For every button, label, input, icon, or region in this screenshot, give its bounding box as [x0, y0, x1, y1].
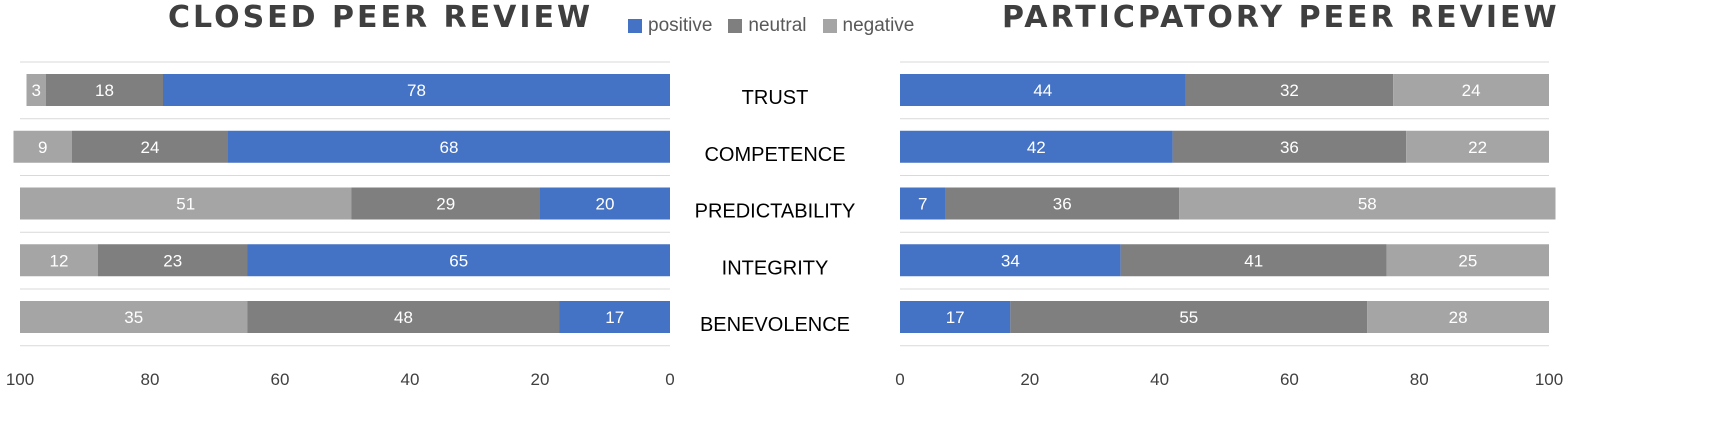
participatory-peer-review-title: PARTICPATORY PEER REVIEW: [1002, 0, 1560, 35]
bar-positive-trust: [900, 74, 1186, 106]
bar-label-negative-trust: 3: [32, 81, 41, 100]
bar-positive-predictability: [900, 187, 946, 220]
bar-negative-competence: [1406, 130, 1549, 163]
bar-neutral-benevolence: [247, 301, 560, 333]
bar-neutral-integrity: [1120, 244, 1387, 277]
legend-label-neutral: neutral: [748, 15, 807, 36]
x-tick-label: 0: [895, 370, 904, 389]
bar-label-neutral-trust: 32: [1280, 81, 1299, 100]
bar-label-positive-trust: 78: [407, 81, 426, 100]
bar-label-positive-competence: 68: [440, 138, 459, 157]
bar-label-positive-benevolence: 17: [946, 308, 965, 327]
bar-positive-integrity: [900, 244, 1121, 277]
x-tick-label: 80: [1410, 370, 1429, 389]
bar-neutral-trust: [1185, 74, 1394, 106]
category-label-benevolence: BENEVOLENCE: [700, 314, 850, 336]
bar-label-neutral-benevolence: 55: [1179, 308, 1198, 327]
bar-label-negative-competence: 22: [1468, 138, 1487, 157]
bar-neutral-predictability: [351, 187, 540, 220]
bar-label-neutral-competence: 36: [1280, 138, 1299, 157]
x-tick-label: 40: [401, 370, 420, 389]
bar-label-positive-competence: 42: [1027, 138, 1046, 157]
legend-item-positive: positive: [628, 15, 712, 37]
bar-label-neutral-competence: 24: [141, 138, 160, 157]
bar-negative-integrity: [20, 244, 98, 277]
bar-neutral-competence: [72, 130, 228, 163]
bar-negative-benevolence: [1367, 301, 1549, 333]
bar-negative-predictability: [20, 187, 352, 220]
bar-positive-benevolence: [559, 301, 670, 333]
bar-label-positive-predictability: 20: [596, 195, 615, 214]
x-tick-label: 60: [1280, 370, 1299, 389]
bar-neutral-integrity: [98, 244, 248, 277]
x-tick-label: 40: [1150, 370, 1169, 389]
legend-label-positive: positive: [648, 15, 713, 36]
bar-label-positive-integrity: 65: [449, 251, 468, 270]
bar-positive-trust: [163, 74, 670, 106]
bar-positive-predictability: [540, 187, 670, 220]
x-tick-label: 20: [1020, 370, 1039, 389]
x-tick-label: 20: [531, 370, 550, 389]
bar-label-neutral-predictability: 36: [1053, 195, 1072, 214]
x-tick-label: 100: [1535, 370, 1563, 389]
legend-label-negative: negative: [842, 15, 915, 36]
bar-label-positive-benevolence: 17: [605, 308, 624, 327]
x-tick-label: 100: [6, 370, 34, 389]
closed-peer-review-chart: 78 18 3 68 24 9 20 29 51 65 23 12 17 48 35 100 80 60 40 20 0: [6, 61, 675, 389]
x-tick-label: 60: [271, 370, 290, 389]
bar-positive-benevolence: [900, 301, 1011, 333]
bar-label-negative-benevolence: 35: [124, 308, 143, 327]
bar-label-positive-predictability: 7: [918, 195, 927, 214]
legend-swatch-positive: [628, 19, 642, 33]
bar-label-negative-trust: 24: [1462, 81, 1481, 100]
bar-label-neutral-integrity: 41: [1244, 251, 1263, 270]
bar-label-negative-predictability: 58: [1358, 195, 1377, 214]
bar-label-neutral-trust: 18: [95, 81, 114, 100]
bar-positive-integrity: [247, 244, 670, 277]
bar-label-negative-predictability: 51: [176, 195, 195, 214]
category-label-trust: TRUST: [742, 87, 809, 109]
bar-neutral-benevolence: [1010, 301, 1368, 333]
bar-label-positive-integrity: 34: [1001, 251, 1020, 270]
category-label-integrity: INTEGRITY: [722, 257, 829, 279]
bar-neutral-competence: [1172, 130, 1407, 163]
legend-swatch-negative: [822, 19, 837, 33]
legend-swatch-neutral: [728, 19, 743, 33]
x-tick-label: 80: [141, 370, 160, 389]
bar-label-positive-trust: 44: [1033, 81, 1052, 100]
x-tick-label: 0: [665, 370, 674, 389]
bar-label-negative-integrity: 12: [50, 251, 69, 270]
bar-positive-competence: [228, 130, 670, 163]
bar-neutral-trust: [46, 74, 163, 106]
bar-label-neutral-integrity: 23: [163, 251, 182, 270]
bar-label-negative-competence: 9: [38, 138, 47, 157]
category-label-predictability: PREDICTABILITY: [695, 201, 856, 223]
bar-positive-competence: [900, 130, 1173, 163]
bar-label-negative-integrity: 25: [1458, 251, 1477, 270]
bar-negative-integrity: [1386, 244, 1549, 277]
bar-negative-competence: [13, 130, 72, 163]
category-label-competence: COMPETENCE: [704, 144, 845, 166]
category-labels: TRUST COMPETENCE PREDICTABILITY INTEGRITY BE…: [695, 87, 856, 336]
chart-legend: positive neutral negative: [628, 14, 930, 38]
bar-label-neutral-predictability: 29: [436, 195, 455, 214]
legend-item-neutral: neutral: [728, 15, 807, 37]
bar-negative-predictability: [1179, 187, 1556, 220]
bar-negative-benevolence: [20, 301, 248, 333]
bar-negative-trust: [1393, 74, 1549, 106]
bar-negative-trust: [26, 74, 46, 106]
bar-neutral-predictability: [945, 187, 1180, 220]
closed-peer-review-title: CLOSED PEER REVIEW: [168, 0, 594, 35]
bar-label-negative-benevolence: 28: [1449, 308, 1468, 327]
bar-label-neutral-benevolence: 48: [394, 308, 413, 327]
participatory-peer-review-chart: 44 32 24 42 36 22 7 36 58 34 41 25 17 55 28 0 20 40 60 80 10…: [895, 61, 1563, 389]
legend-item-negative: negative: [822, 15, 915, 37]
